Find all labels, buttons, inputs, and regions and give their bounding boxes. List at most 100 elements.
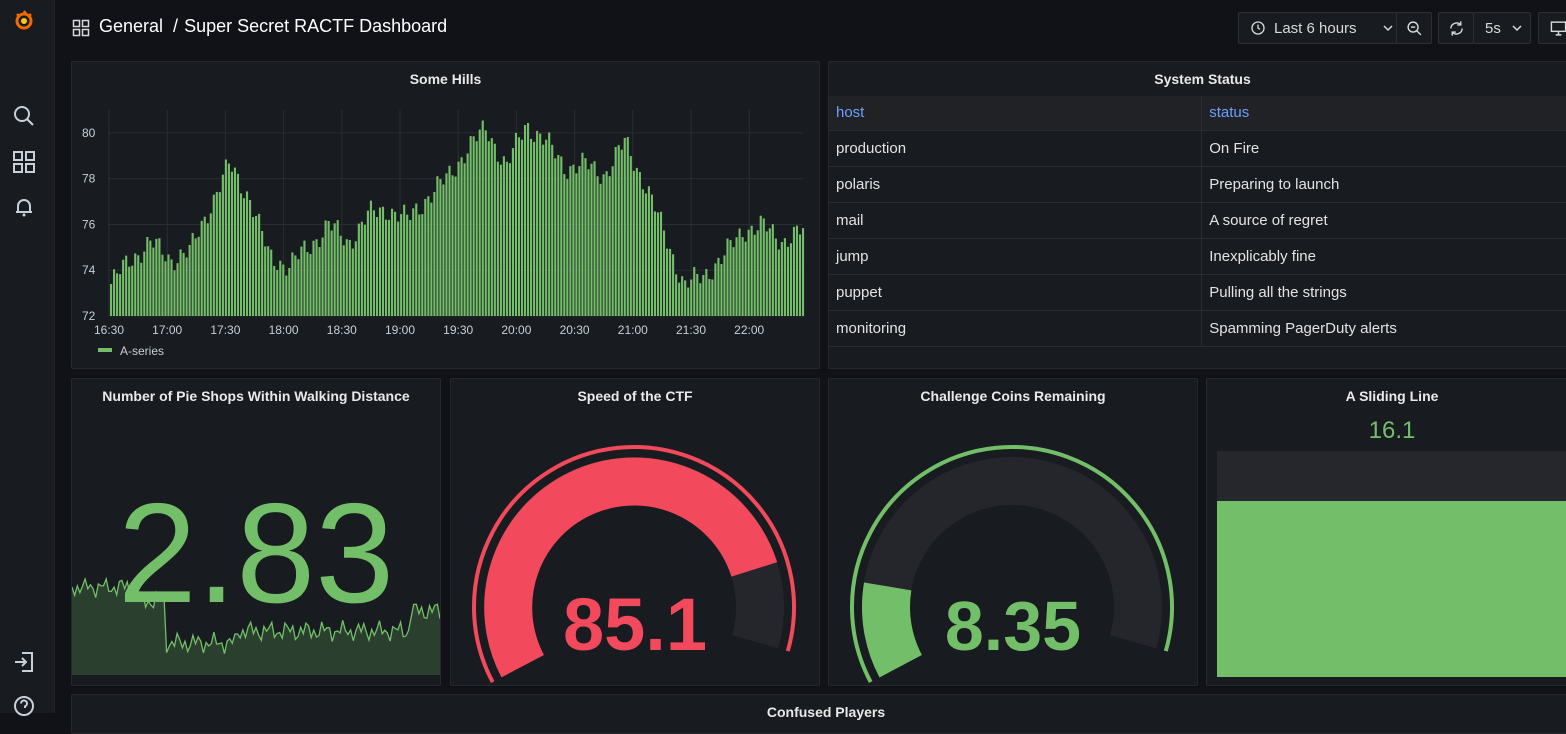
hill-bar [747,229,750,316]
hill-bar [605,171,608,316]
hill-bar [469,136,472,316]
hill-bar [182,252,185,316]
hill-bar [487,141,490,316]
hill-bar [759,215,762,316]
status-cell: On Fire [1201,130,1566,167]
hill-bar [158,238,161,316]
hill-bar [629,156,632,316]
panel-title[interactable]: Some Hills [409,71,482,87]
panel-system-status: System Status host status production On F… [828,61,1566,369]
hill-bar [294,255,297,316]
hill-bar [170,259,173,316]
hill-bar [762,218,765,316]
hill-bar [466,153,469,316]
hill-bar [415,203,418,316]
dashboard-title[interactable]: Super Secret RACTF Dashboard [184,16,448,36]
panel-title[interactable]: A Sliding Line [1345,388,1439,404]
hill-bar [267,246,270,316]
panel-title[interactable]: Confused Players [766,704,886,720]
hill-bar [321,237,324,316]
chevron-down-icon [1383,25,1393,32]
hill-bar [783,238,786,316]
hill-bar [236,173,240,316]
time-range-picker[interactable]: Last 6 hours [1238,12,1403,44]
dashboards-icon[interactable] [12,150,36,174]
hill-bar [702,274,705,316]
hill-bar [282,264,285,316]
refresh-button[interactable] [1438,12,1474,44]
hill-bar [675,274,678,316]
hill-bar [427,196,430,316]
host-cell: jump [829,238,1203,275]
hill-bar [342,245,345,316]
hill-bar [391,208,394,316]
hill-bar [626,137,629,316]
hill-bar [551,144,554,316]
hill-bar [786,246,789,316]
hill-bar [557,154,560,316]
grafana-logo[interactable] [12,8,36,32]
x-tick-label: 20:00 [501,323,531,337]
hill-bar [517,137,521,316]
sign-in-icon[interactable] [12,650,36,674]
hill-bar [249,200,252,316]
hill-bar [744,241,747,316]
hill-bar [659,211,663,316]
hill-bar [539,133,542,316]
help-icon[interactable] [12,694,36,718]
panel-title[interactable]: System Status [1154,71,1251,87]
x-tick-label: 19:30 [443,323,473,337]
column-header-host[interactable]: host [829,96,1203,131]
column-header-status[interactable]: status [1201,96,1566,131]
tv-mode-button[interactable] [1538,12,1566,44]
hill-bar [128,266,131,316]
hill-bar [324,220,327,316]
x-tick-label: 21:30 [676,323,706,337]
hill-bar [708,278,711,316]
hill-bar [635,167,638,316]
panel-title[interactable]: Challenge Coins Remaining [920,388,1106,404]
hill-bar [194,238,197,316]
alerting-icon[interactable] [12,195,36,219]
panel-confused-players: Confused Players [71,694,1566,734]
hill-bar [741,237,744,316]
breadcrumb-folder[interactable]: General [99,16,164,36]
hill-bar [113,269,116,316]
legend-item[interactable]: A-series [120,344,164,358]
hill-bar [653,211,657,316]
hill-bar [218,192,221,316]
hill-bar [711,279,714,316]
hill-bar [242,198,246,316]
x-tick-label: 17:00 [152,323,182,337]
panel-title[interactable]: Speed of the CTF [577,388,693,404]
stat-value: 2.83 [117,474,395,633]
hill-bar [457,161,460,316]
x-tick-label: 19:00 [385,323,415,337]
hill-bar [369,200,372,316]
host-cell: production [829,130,1203,167]
hill-bar [614,146,617,316]
hill-bar [599,183,602,316]
hill-bar [623,137,626,316]
hill-bar [687,287,690,316]
panel-sliding-line: A Sliding Line 16.1 [1206,378,1566,686]
gauge-threshold-ring [850,445,1174,684]
bar-gauge-track [1217,451,1566,677]
hill-bar [137,255,140,316]
sparkline-line [72,576,440,654]
panel-title[interactable]: Number of Pie Shops Within Walking Dista… [102,388,410,404]
refresh-interval-picker[interactable]: 5s [1473,12,1531,44]
hill-bar [336,220,339,316]
hill-bar [372,210,376,316]
hill-bar [617,145,620,316]
hill-bar [439,179,442,316]
hill-bar [593,161,596,316]
hill-bar [403,204,406,316]
zoom-out-button[interactable] [1396,12,1432,44]
table-header-row: host status [829,96,1566,131]
hill-bar [200,220,203,316]
hill-bar [548,132,551,316]
hill-bar [315,239,318,316]
search-icon[interactable] [12,104,36,128]
hill-bar [215,191,218,316]
